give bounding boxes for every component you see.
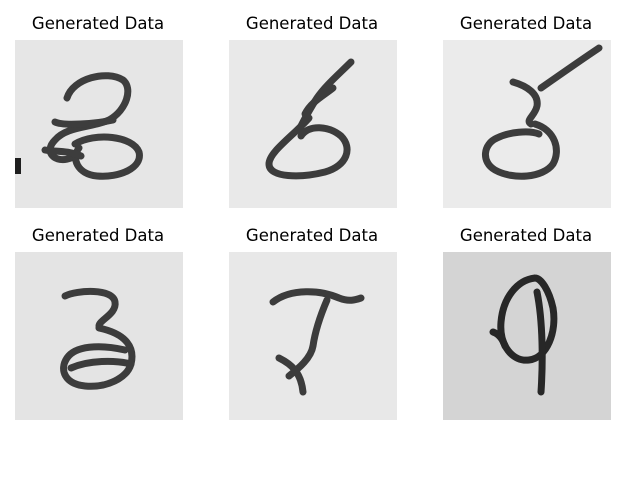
digit-3-like-drawing xyxy=(443,40,611,208)
digit-8-loop-drawing xyxy=(15,252,183,420)
digit-7-like-drawing xyxy=(229,252,397,420)
generated-digit-image-1 xyxy=(15,40,183,208)
panel-title-4: Generated Data xyxy=(31,226,165,245)
panel-title-6: Generated Data xyxy=(459,226,593,245)
digit-8-drawing xyxy=(15,40,183,208)
digit-9-drawing xyxy=(443,252,611,420)
generated-digit-image-3 xyxy=(443,40,611,208)
panel-title-1: Generated Data xyxy=(31,14,165,33)
generated-digit-image-4 xyxy=(15,252,183,420)
generated-digit-image-2 xyxy=(229,40,397,208)
digit-8-slanted-drawing xyxy=(229,40,397,208)
panel-title-3: Generated Data xyxy=(459,14,593,33)
generated-digit-image-5 xyxy=(229,252,397,420)
panel-title-2: Generated Data xyxy=(245,14,379,33)
panel-title-5: Generated Data xyxy=(245,226,379,245)
generated-digit-image-6 xyxy=(443,252,611,420)
